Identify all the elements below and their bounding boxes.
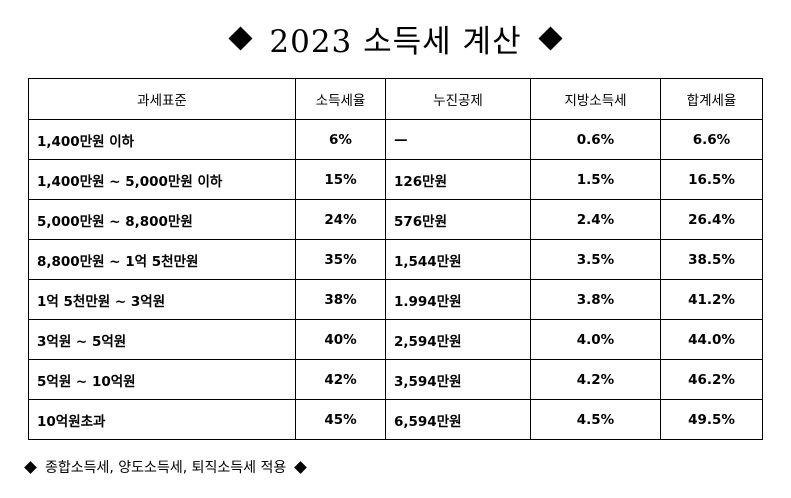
cell-range: 5,000만원 ~ 8,800만원 [28, 199, 296, 240]
cell-total-rate: 49.5% [660, 399, 763, 440]
cell-deduction: 3,594만원 [385, 359, 531, 400]
cell-local-tax: 4.0% [530, 319, 661, 360]
cell-total-rate: 41.2% [660, 279, 763, 320]
cell-local-tax: 0.6% [530, 119, 661, 160]
cell-deduction: 6,594만원 [385, 399, 531, 440]
cell-deduction: 1.994만원 [385, 279, 531, 320]
cell-total-rate: 26.4% [660, 199, 763, 240]
cell-local-tax: 1.5% [530, 159, 661, 200]
cell-rate: 38% [295, 279, 386, 320]
diamond-icon [24, 460, 37, 474]
cell-range: 8,800만원 ~ 1억 5천만원 [28, 239, 296, 280]
header-local-tax: 지방소득세 [530, 78, 661, 120]
title-text: 2023 소득세 계산 [269, 23, 522, 60]
table-row: 8,800만원 ~ 1억 5천만원 35% 1,544만원 3.5% 38.5% [28, 239, 763, 280]
footnote: 종합소득세, 양도소득세, 퇴직소득세 적용 [24, 456, 308, 478]
cell-total-rate: 6.6% [660, 119, 763, 160]
cell-deduction: — [385, 119, 531, 160]
table-row: 5,000만원 ~ 8,800만원 24% 576만원 2.4% 26.4% [28, 199, 763, 240]
cell-total-rate: 16.5% [660, 159, 763, 200]
cell-rate: 15% [295, 159, 386, 200]
diamond-icon [228, 25, 253, 51]
cell-total-rate: 38.5% [660, 239, 763, 280]
header-deduction: 누진공제 [385, 78, 531, 120]
cell-total-rate: 46.2% [660, 359, 763, 400]
cell-deduction: 126만원 [385, 159, 531, 200]
cell-local-tax: 4.5% [530, 399, 661, 440]
cell-total-rate: 44.0% [660, 319, 763, 360]
cell-range: 3억원 ~ 5억원 [28, 319, 296, 360]
cell-rate: 24% [295, 199, 386, 240]
cell-local-tax: 3.5% [530, 239, 661, 280]
cell-range: 1억 5천만원 ~ 3억원 [28, 279, 296, 320]
header-rate: 소득세율 [295, 78, 386, 120]
cell-rate: 45% [295, 399, 386, 440]
header-total-rate: 합계세율 [660, 78, 763, 120]
table-row: 1,400만원 이하 6% — 0.6% 6.6% [28, 119, 763, 160]
cell-deduction: 1,544만원 [385, 239, 531, 280]
cell-rate: 35% [295, 239, 386, 280]
cell-deduction: 576만원 [385, 199, 531, 240]
cell-rate: 6% [295, 119, 386, 160]
document-title: 2023 소득세 계산 [0, 12, 791, 64]
cell-deduction: 2,594만원 [385, 319, 531, 360]
footnote-text: 종합소득세, 양도소득세, 퇴직소득세 적용 [45, 460, 287, 476]
cell-rate: 42% [295, 359, 386, 400]
table-row: 5억원 ~ 10억원 42% 3,594만원 4.2% 46.2% [28, 359, 763, 400]
diamond-icon [538, 25, 563, 51]
cell-local-tax: 3.8% [530, 279, 661, 320]
cell-range: 10억원초과 [28, 399, 296, 440]
table-header-row: 과세표준 소득세율 누진공제 지방소득세 합계세율 [28, 78, 763, 120]
table-row: 3억원 ~ 5억원 40% 2,594만원 4.0% 44.0% [28, 319, 763, 360]
income-tax-table: 과세표준 소득세율 누진공제 지방소득세 합계세율 1,400만원 이하 6% … [28, 78, 763, 440]
cell-range: 5억원 ~ 10억원 [28, 359, 296, 400]
table-row: 1억 5천만원 ~ 3억원 38% 1.994만원 3.8% 41.2% [28, 279, 763, 320]
cell-local-tax: 2.4% [530, 199, 661, 240]
diamond-icon [294, 460, 308, 474]
table-row: 10억원초과 45% 6,594만원 4.5% 49.5% [28, 399, 763, 440]
cell-range: 1,400만원 이하 [28, 119, 296, 160]
cell-range: 1,400만원 ~ 5,000만원 이하 [28, 159, 296, 200]
header-range: 과세표준 [28, 78, 296, 120]
cell-local-tax: 4.2% [530, 359, 661, 400]
table-row: 1,400만원 ~ 5,000만원 이하 15% 126만원 1.5% 16.5… [28, 159, 763, 200]
cell-rate: 40% [295, 319, 386, 360]
